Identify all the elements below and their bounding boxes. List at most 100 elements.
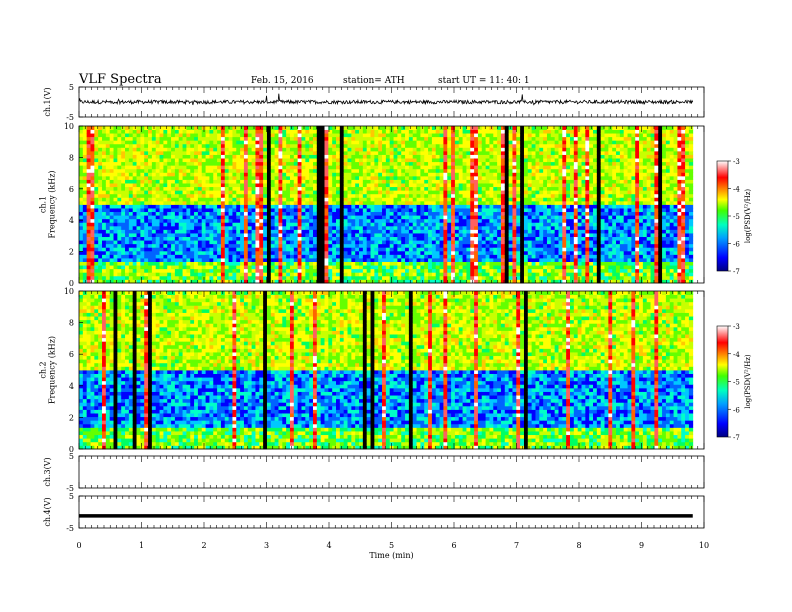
heatmap-cell	[362, 140, 368, 145]
heatmap-cell	[316, 126, 322, 130]
heatmap-cell	[309, 197, 314, 202]
heatmap-cell	[359, 268, 364, 273]
heatmap-cell	[171, 175, 176, 180]
heatmap-cell	[182, 200, 187, 205]
heatmap-cell	[125, 247, 130, 252]
heatmap-cell	[155, 158, 160, 163]
heatmap-cell	[370, 140, 375, 145]
heatmap-cell	[144, 168, 149, 173]
heatmap-cell	[236, 193, 241, 198]
heatmap-cell	[416, 211, 421, 216]
heatmap-cell	[240, 204, 245, 209]
heatmap-cell	[385, 247, 391, 252]
heatmap-cell	[144, 258, 149, 262]
heatmap-cell	[236, 172, 241, 177]
heatmap-cell	[159, 272, 164, 277]
heatmap-cell	[416, 208, 421, 213]
heatmap-cell	[243, 208, 249, 213]
heatmap-cell	[312, 133, 318, 138]
heatmap-cell	[224, 136, 230, 141]
heatmap-cell	[105, 247, 111, 252]
heatmap-cell	[316, 161, 322, 166]
heatmap-cell	[301, 186, 306, 191]
heatmap-cell	[466, 126, 471, 130]
heatmap-cell	[263, 222, 268, 227]
heatmap-cell	[301, 225, 306, 230]
heatmap-cell	[401, 261, 406, 266]
heatmap-cell	[347, 215, 352, 220]
heatmap-cell	[79, 272, 84, 277]
heatmap-cell	[232, 175, 237, 180]
heatmap-cell	[282, 175, 287, 180]
heatmap-cell	[428, 197, 433, 202]
heatmap-cell	[397, 275, 402, 280]
heatmap-cell	[489, 147, 494, 152]
heatmap-cell	[263, 193, 268, 198]
heatmap-cell	[213, 175, 218, 180]
heatmap-cell	[393, 147, 398, 152]
heatmap-cell	[190, 190, 195, 195]
heatmap-cell	[174, 172, 180, 177]
heatmap-cell	[489, 250, 494, 255]
heatmap-cell	[458, 240, 463, 245]
heatmap-cell	[336, 243, 341, 248]
heatmap-cell	[255, 143, 260, 148]
heatmap-cell	[213, 215, 218, 220]
heatmap-cell	[328, 243, 333, 248]
heatmap-cell	[320, 250, 325, 255]
heatmap-cell	[205, 211, 210, 216]
heatmap-cell	[278, 147, 283, 152]
heatmap-cell	[220, 204, 226, 209]
heatmap-cell	[171, 197, 176, 202]
heatmap-cell	[201, 150, 206, 155]
heatmap-cell	[205, 158, 210, 163]
heatmap-cell	[109, 265, 114, 270]
heatmap-cell	[266, 208, 272, 213]
heatmap-cell	[117, 193, 122, 198]
heatmap-cell	[98, 140, 103, 145]
heatmap-cell	[428, 268, 433, 273]
heatmap-cell	[82, 243, 88, 248]
heatmap-cell	[416, 168, 421, 173]
heatmap-cell	[263, 275, 268, 280]
heatmap-cell	[86, 265, 91, 270]
heatmap-cell	[439, 225, 444, 230]
heatmap-cell	[339, 204, 345, 209]
heatmap-cell	[485, 229, 490, 234]
heatmap-cell	[289, 254, 295, 259]
heatmap-cell	[259, 279, 264, 284]
heatmap-cell	[86, 243, 91, 248]
heatmap-cell	[266, 233, 272, 238]
heatmap-cell	[286, 243, 291, 248]
heatmap-cell	[378, 240, 383, 245]
heatmap-cell	[274, 150, 279, 155]
heatmap-cell	[274, 183, 279, 188]
heatmap-cell	[366, 168, 371, 173]
heatmap-cell	[286, 233, 291, 238]
heatmap-cell	[347, 161, 352, 166]
heatmap-cell	[405, 272, 410, 277]
heatmap-cell	[336, 215, 341, 220]
heatmap-cell	[401, 175, 406, 180]
heatmap-cell	[178, 186, 183, 191]
heatmap-cell	[408, 279, 414, 284]
heatmap-cell	[393, 197, 398, 202]
heatmap-cell	[382, 254, 387, 259]
heatmap-cell	[159, 200, 164, 205]
heatmap-cell	[312, 150, 318, 155]
heatmap-cell	[144, 250, 149, 255]
heatmap-cell	[343, 279, 348, 284]
heatmap-cell	[309, 175, 314, 180]
heatmap-cell	[485, 168, 490, 173]
heatmap-cell	[355, 225, 360, 230]
heatmap-cell	[378, 258, 383, 262]
heatmap-cell	[443, 161, 448, 166]
heatmap-cell	[240, 175, 245, 180]
heatmap-cell	[336, 247, 341, 252]
heatmap-cell	[462, 197, 467, 202]
heatmap-cell	[217, 243, 222, 248]
heatmap-cell	[263, 218, 268, 223]
heatmap-cell	[293, 211, 299, 216]
heatmap-cell	[105, 236, 111, 241]
heatmap-cell	[470, 258, 475, 262]
